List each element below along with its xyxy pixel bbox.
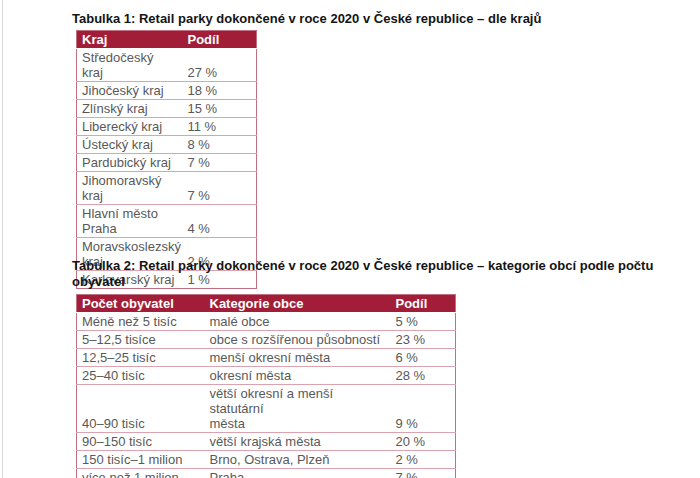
table-cell: 7 % [183, 154, 257, 172]
table-cell: okresní města [205, 367, 391, 385]
table-cell: více než 1 milion [77, 469, 205, 478]
table2-header-pocet-obyvatel: Počet obyvatel [77, 295, 205, 313]
table2-header-podil: Podíl [391, 295, 456, 313]
table-cell: 6 % [391, 349, 456, 367]
table1-header-kraj: Kraj [77, 31, 183, 49]
table-row: 12,5–25 tisícmenší okresní města6 % [77, 349, 456, 367]
table-row: Méně než 5 tisícmalé obce5 % [77, 313, 456, 331]
table-cell: Méně než 5 tisíc [77, 313, 205, 331]
table-cell: 12,5–25 tisíc [77, 349, 205, 367]
table2-body: Méně než 5 tisícmalé obce5 %5–12,5 tisíc… [77, 313, 456, 478]
table-cell: 23 % [391, 331, 456, 349]
table-cell: Jihočeský kraj [77, 82, 183, 100]
table-cell: větší okresní a menší statutární města [205, 385, 391, 433]
table-row: Středočeský kraj27 % [77, 49, 257, 82]
table-cell: 150 tisíc–1 milion [77, 451, 205, 469]
table-row: Jihočeský kraj18 % [77, 82, 257, 100]
table-cell: 25–40 tisíc [77, 367, 205, 385]
table-cell: Zlínský kraj [77, 100, 183, 118]
table-row: Pardubický kraj7 % [77, 154, 257, 172]
table2-header-kategorie-obce: Kategorie obce [205, 295, 391, 313]
table-cell: 4 % [183, 205, 257, 238]
table1-header-row: Kraj Podíl [77, 31, 257, 49]
table-cell: větší krajská města [205, 433, 391, 451]
table-cell: 15 % [183, 100, 257, 118]
table2-header-row: Počet obyvatel Kategorie obce Podíl [77, 295, 456, 313]
table-cell: 8 % [183, 136, 257, 154]
table-row: Ústecký kraj8 % [77, 136, 257, 154]
table-row: Jihomoravský kraj7 % [77, 172, 257, 205]
table-row: 150 tisíc–1 milionBrno, Ostrava, Plzeň2 … [77, 451, 456, 469]
table-cell: malé obce [205, 313, 391, 331]
table-cell: 5–12,5 tisíce [77, 331, 205, 349]
table1-body: Středočeský kraj27 %Jihočeský kraj18 %Zl… [77, 49, 257, 289]
table-cell: 90–150 tisíc [77, 433, 205, 451]
table-row: 5–12,5 tisíceobce s rozšířenou působnost… [77, 331, 456, 349]
table-row: Hlavní město Praha4 % [77, 205, 257, 238]
table-cell: 7 % [183, 172, 257, 205]
table2-title: Tabulka 2: Retail parky dokončené v roce… [72, 258, 672, 290]
table-cell: obce s rozšířenou působností [205, 331, 391, 349]
document-page: { "page": { "background_color": "#ffffff… [0, 0, 700, 478]
page-edge-line [2, 0, 3, 478]
table-cell: Brno, Ostrava, Plzeň [205, 451, 391, 469]
table-cell: Praha [205, 469, 391, 478]
table1-title: Tabulka 1: Retail parky dokončené v roce… [72, 11, 672, 27]
table-cell: 2 % [391, 451, 456, 469]
table-row: Zlínský kraj15 % [77, 100, 257, 118]
table-cell: Ústecký kraj [77, 136, 183, 154]
table-cell: Liberecký kraj [77, 118, 183, 136]
table1-header-podil: Podíl [183, 31, 257, 49]
table-row: 40–90 tisícvětší okresní a menší statutá… [77, 385, 456, 433]
table-row: 90–150 tisícvětší krajská města20 % [77, 433, 456, 451]
table-cell: 40–90 tisíc [77, 385, 205, 433]
table-row: Liberecký kraj11 % [77, 118, 257, 136]
table-cell: Hlavní město Praha [77, 205, 183, 238]
table1: Kraj Podíl Středočeský kraj27 %Jihočeský… [76, 30, 257, 289]
table-cell: Středočeský kraj [77, 49, 183, 82]
table-cell: 18 % [183, 82, 257, 100]
table-cell: Jihomoravský kraj [77, 172, 183, 205]
table-cell: 11 % [183, 118, 257, 136]
table-cell: Pardubický kraj [77, 154, 183, 172]
table-cell: 20 % [391, 433, 456, 451]
table-cell: 9 % [391, 385, 456, 433]
table-cell: 5 % [391, 313, 456, 331]
table-cell: 28 % [391, 367, 456, 385]
table-cell: 7 % [391, 469, 456, 478]
table-cell: 27 % [183, 49, 257, 82]
table-row: více než 1 milionPraha7 % [77, 469, 456, 478]
table-cell: menší okresní města [205, 349, 391, 367]
table2: Počet obyvatel Kategorie obce Podíl Méně… [76, 294, 456, 478]
table-row: 25–40 tisícokresní města28 % [77, 367, 456, 385]
